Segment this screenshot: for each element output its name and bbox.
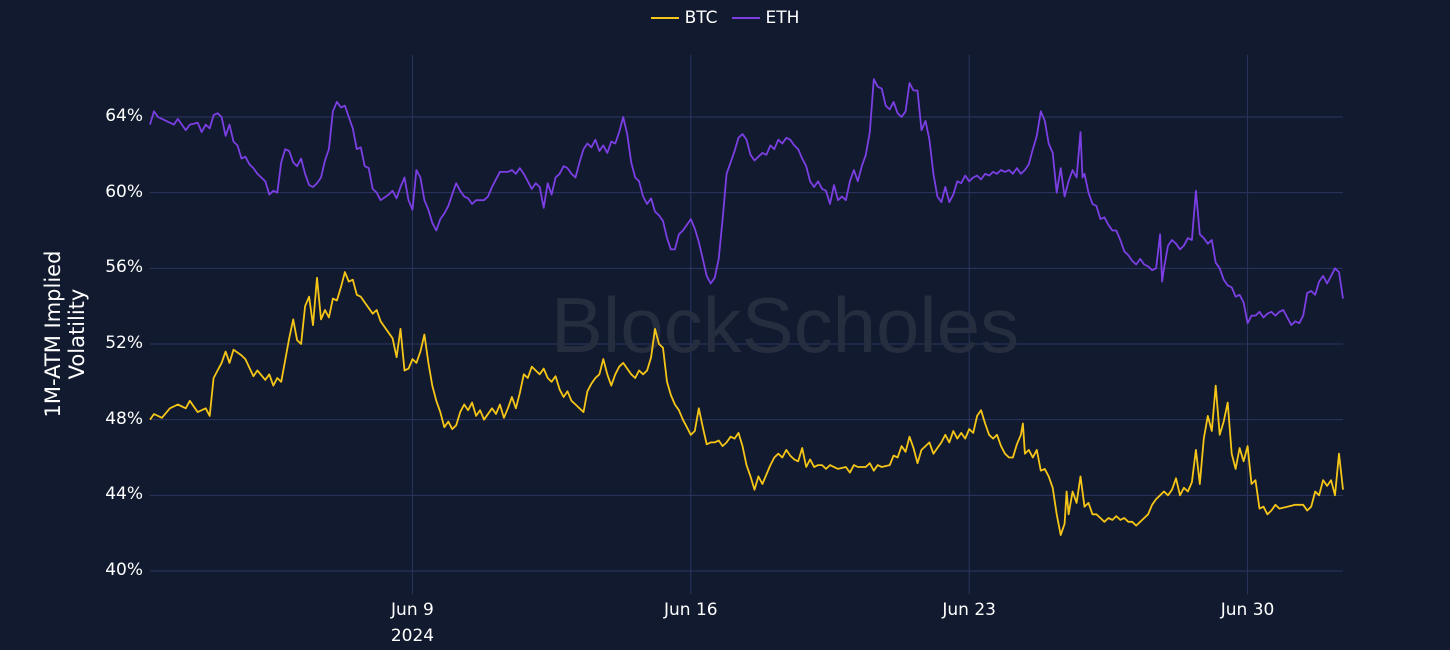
- legend-label-btc: BTC: [684, 8, 718, 28]
- gridlines: [150, 55, 1343, 594]
- legend-item-btc[interactable]: BTC: [650, 8, 718, 28]
- y-tick-label: 64%: [105, 106, 143, 126]
- y-tick-label: 56%: [105, 257, 143, 278]
- eth-line-swatch-icon: [731, 17, 760, 19]
- y-tick-label: 48%: [105, 408, 143, 429]
- x-tick-label: Jun 16: [664, 600, 718, 620]
- x-tick-year-label: 2024: [390, 626, 435, 646]
- series-line-eth[interactable]: [149, 78, 1344, 327]
- x-tick-label: Jun 9: [391, 600, 434, 620]
- watermark: BlockScholes: [551, 281, 1019, 369]
- btc-line-swatch-icon: [650, 17, 679, 19]
- x-tick-label: Jun 23: [942, 600, 996, 620]
- y-tick-label: 60%: [105, 181, 143, 202]
- y-tick-label: 40%: [105, 560, 143, 580]
- series-line-btc[interactable]: [149, 271, 1344, 536]
- legend-item-eth[interactable]: ETH: [731, 8, 800, 28]
- series-lines: [149, 78, 1344, 536]
- x-tick-label: Jun 30: [1220, 600, 1275, 620]
- y-tick-label: 44%: [105, 484, 143, 505]
- legend: BTC ETH: [0, 8, 1450, 28]
- legend-label-eth: ETH: [765, 8, 800, 28]
- y-tick-label: 52%: [105, 333, 143, 353]
